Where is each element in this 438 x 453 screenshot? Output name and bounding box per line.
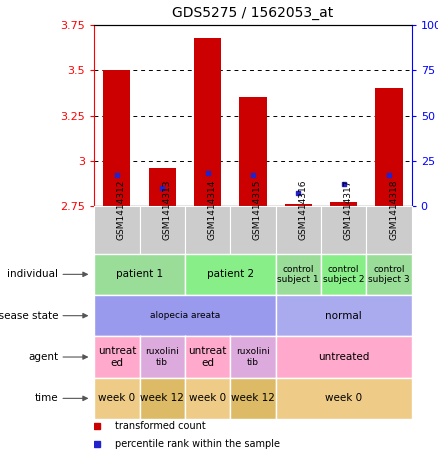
Text: control
subject 2: control subject 2 bbox=[323, 265, 364, 284]
Text: untreat
ed: untreat ed bbox=[188, 346, 227, 368]
Bar bbox=[239, 97, 267, 206]
Text: week 12: week 12 bbox=[140, 393, 184, 403]
Text: patient 1: patient 1 bbox=[116, 270, 163, 280]
Text: GSM1414318: GSM1414318 bbox=[389, 180, 398, 240]
Text: GSM1414316: GSM1414316 bbox=[298, 180, 307, 240]
Title: GDS5275 / 1562053_at: GDS5275 / 1562053_at bbox=[172, 6, 334, 20]
Bar bbox=[194, 38, 221, 206]
Text: GSM1414315: GSM1414315 bbox=[253, 180, 262, 240]
Text: control
subject 3: control subject 3 bbox=[368, 265, 410, 284]
Text: individual: individual bbox=[7, 270, 58, 280]
Text: GSM1414314: GSM1414314 bbox=[208, 180, 216, 240]
Text: agent: agent bbox=[28, 352, 58, 362]
Text: week 0: week 0 bbox=[98, 393, 135, 403]
Text: normal: normal bbox=[325, 311, 362, 321]
Text: percentile rank within the sample: percentile rank within the sample bbox=[115, 439, 280, 449]
Text: disease state: disease state bbox=[0, 311, 58, 321]
Text: GSM1414313: GSM1414313 bbox=[162, 180, 171, 240]
Bar bbox=[375, 88, 403, 206]
Text: untreat
ed: untreat ed bbox=[98, 346, 136, 368]
Bar bbox=[103, 70, 131, 206]
Text: ruxolini
tib: ruxolini tib bbox=[145, 347, 179, 367]
Bar bbox=[285, 204, 312, 206]
Text: ruxolini
tib: ruxolini tib bbox=[236, 347, 270, 367]
Text: alopecia areata: alopecia areata bbox=[150, 311, 220, 320]
Text: control
subject 1: control subject 1 bbox=[278, 265, 319, 284]
Text: week 0: week 0 bbox=[189, 393, 226, 403]
Text: time: time bbox=[35, 393, 58, 403]
Text: untreated: untreated bbox=[318, 352, 369, 362]
Text: week 12: week 12 bbox=[231, 393, 275, 403]
Text: GSM1414312: GSM1414312 bbox=[117, 180, 126, 240]
Bar bbox=[148, 168, 176, 206]
Text: week 0: week 0 bbox=[325, 393, 362, 403]
Text: GSM1414317: GSM1414317 bbox=[344, 180, 353, 240]
Text: patient 2: patient 2 bbox=[207, 270, 254, 280]
Text: transformed count: transformed count bbox=[115, 421, 205, 432]
Bar bbox=[330, 202, 357, 206]
